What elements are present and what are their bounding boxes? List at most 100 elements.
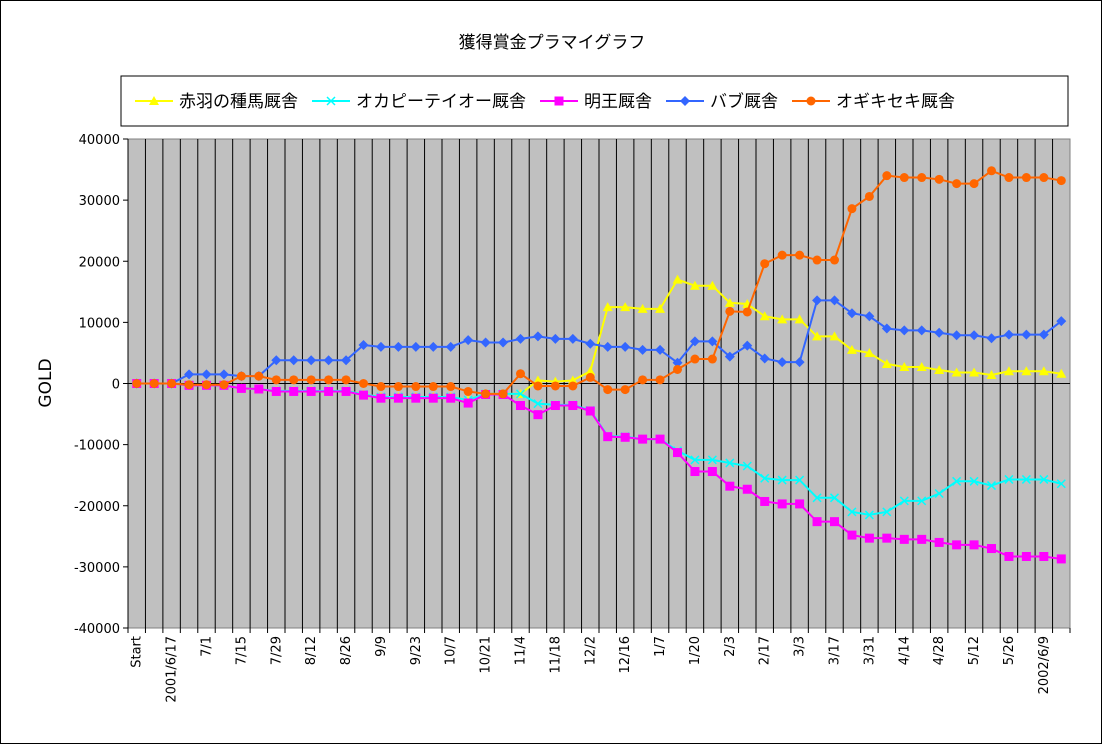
data-point	[672, 274, 683, 284]
y-tick-label: -40000	[74, 622, 120, 637]
legend-item: オギキセキ厩舎	[792, 92, 955, 112]
data-point	[1038, 366, 1049, 376]
data-point	[463, 386, 473, 396]
data-point	[446, 393, 456, 403]
data-point	[830, 255, 839, 265]
data-point	[760, 259, 770, 269]
data-point	[1021, 173, 1031, 183]
data-point	[899, 361, 910, 371]
data-point	[934, 488, 944, 499]
data-point	[777, 250, 787, 260]
data-point	[446, 382, 456, 392]
data-point	[201, 369, 212, 380]
x-tick-label: 10/21	[479, 636, 494, 673]
data-point	[951, 367, 962, 377]
data-point	[794, 314, 805, 324]
data-point	[463, 335, 474, 346]
legend-label: バブ厩舎	[710, 91, 778, 112]
legend-label: 明王厩舎	[584, 92, 652, 112]
data-point	[341, 386, 351, 396]
data-point	[411, 393, 421, 403]
data-point	[777, 357, 788, 368]
data-point	[794, 357, 805, 368]
data-point	[219, 380, 229, 390]
data-point	[689, 280, 700, 290]
y-axis: 40000 30000 20000 10000 0 -10000 -20000 -30000 -…	[74, 133, 129, 637]
data-point	[533, 410, 543, 420]
data-point	[463, 398, 473, 408]
y-axis-label: GOLD	[36, 358, 56, 407]
data-point	[707, 467, 717, 477]
data-point	[934, 327, 945, 338]
data-point	[655, 303, 666, 313]
data-point	[847, 530, 857, 540]
data-point	[620, 341, 631, 352]
data-point	[969, 179, 979, 189]
data-point	[602, 302, 613, 312]
data-point	[324, 386, 334, 396]
legend-marker	[149, 96, 159, 105]
data-point	[254, 371, 264, 381]
data-point	[899, 496, 909, 506]
legend-item: バブ厩舎	[666, 91, 778, 112]
data-point	[620, 385, 630, 395]
legend-label: オギキセキ厩舎	[836, 92, 955, 112]
x-tick-label: 3/31	[862, 636, 877, 665]
x-tick-label: 3/17	[828, 636, 843, 665]
data-point	[481, 389, 491, 399]
data-point	[550, 381, 560, 391]
data-point	[864, 191, 874, 201]
data-point	[795, 250, 805, 260]
data-point	[638, 375, 648, 385]
data-point	[306, 386, 316, 396]
data-point	[882, 507, 892, 517]
data-point	[341, 375, 351, 385]
data-point	[952, 476, 962, 486]
data-point	[742, 307, 752, 317]
data-point	[1004, 551, 1014, 561]
x-tick-label: 4/14	[897, 636, 912, 665]
legend-marker	[554, 96, 564, 106]
data-point	[987, 166, 996, 176]
data-point	[917, 173, 927, 183]
data-point	[724, 297, 735, 307]
data-point	[1056, 554, 1066, 564]
data-point	[516, 401, 525, 411]
data-point	[969, 330, 980, 341]
y-tick-label: 10000	[79, 316, 120, 331]
data-point	[742, 484, 752, 494]
chart-title: 獲得賞金プラマイグラフ	[459, 33, 646, 53]
x-tick-label: 11/4	[514, 636, 529, 665]
data-point	[986, 369, 997, 379]
data-point	[987, 544, 996, 554]
data-point	[567, 375, 578, 385]
data-point	[358, 339, 369, 350]
data-point	[864, 347, 875, 357]
legend-item: 明王厩舎	[540, 92, 652, 112]
data-point	[1038, 329, 1049, 340]
legend-marker	[806, 96, 816, 106]
data-point	[411, 382, 421, 392]
x-tick-label: 5/26	[1002, 636, 1017, 665]
y-tick-label: -10000	[74, 439, 120, 454]
x-tick-label: 11/18	[548, 636, 563, 673]
data-point	[1039, 474, 1049, 484]
data-point	[306, 375, 316, 385]
data-point	[829, 331, 840, 341]
data-point	[1021, 366, 1032, 376]
data-point	[742, 340, 753, 351]
data-point	[951, 330, 962, 341]
data-point	[132, 379, 142, 388]
x-tick-label: 1/20	[688, 636, 703, 665]
data-point	[585, 372, 595, 382]
x-tick-label: 7/29	[269, 636, 284, 665]
data-point	[725, 306, 735, 316]
data-point	[445, 341, 456, 352]
data-point	[673, 448, 682, 458]
data-point	[376, 382, 386, 392]
legend-marker	[680, 96, 690, 106]
data-point	[934, 365, 945, 375]
data-point	[1056, 176, 1066, 186]
data-point	[393, 341, 404, 352]
data-point	[359, 379, 368, 388]
